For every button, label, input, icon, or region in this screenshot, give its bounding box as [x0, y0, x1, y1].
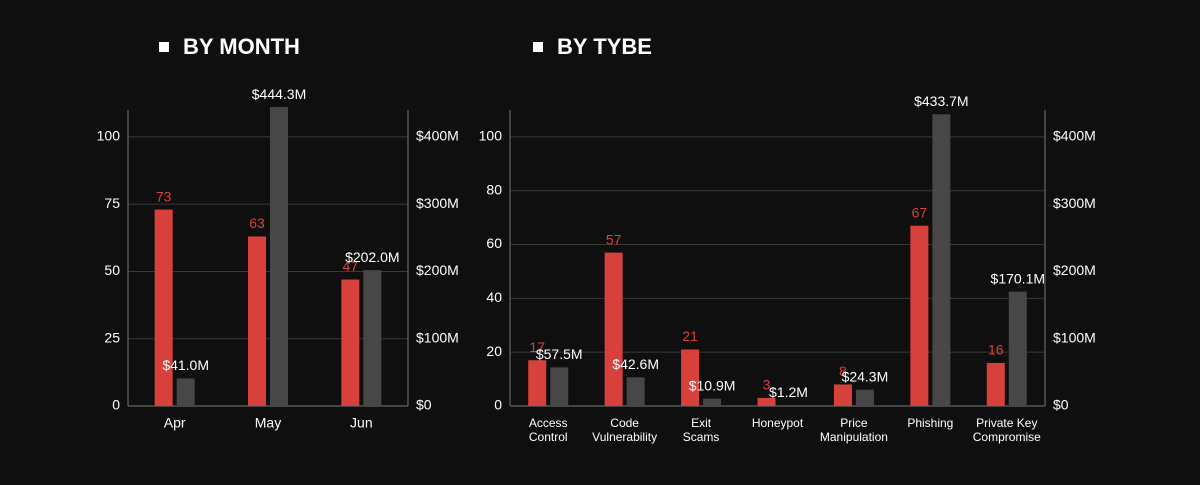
y2-tick-label: $400M [416, 128, 459, 144]
x-tick-label: May [255, 415, 281, 431]
chart-title: BY MONTH [183, 34, 300, 59]
data-label: 16 [988, 342, 1004, 358]
y2-tick-label: $200M [1053, 262, 1096, 278]
y-tick-label: 100 [479, 128, 503, 144]
x-tick-label-line: Access [529, 416, 568, 430]
y-tick-label: 80 [486, 181, 502, 197]
y-tick-label: 75 [104, 195, 120, 211]
data-label: $202.0M [345, 249, 399, 265]
data-label: 73 [156, 188, 172, 204]
y2-tick-label: $0 [416, 397, 432, 413]
x-tick-label: Phishing [907, 416, 953, 430]
y2-tick-label: $100M [1053, 329, 1096, 345]
x-tick-label: Exit Scams [683, 416, 720, 444]
x-tick-label-line: Compromise [973, 430, 1041, 444]
data-label: 63 [249, 215, 265, 231]
x-tick-label-line: Honeypot [752, 416, 804, 430]
data-label: $57.5M [536, 346, 583, 362]
data-label: $41.0M [162, 357, 209, 373]
y2-tick-label: $300M [1053, 195, 1096, 211]
y-tick-label: 60 [486, 235, 502, 251]
data-label: 47 [343, 258, 359, 274]
data-label: $170.1M [991, 270, 1045, 286]
chart-title: BY TYBE [557, 34, 652, 59]
y-tick-label: 20 [486, 343, 502, 359]
bar [176, 378, 195, 406]
bar [779, 405, 798, 406]
x-tick-label-line: Exit [691, 416, 712, 430]
x-tick-label-line: Phishing [907, 416, 953, 430]
title-bullet [159, 42, 169, 52]
y-tick-label: 0 [112, 397, 120, 413]
y-tick-label: 100 [97, 128, 121, 144]
bar [528, 360, 547, 406]
bar [855, 389, 874, 406]
bar [910, 225, 929, 406]
x-tick-label: Apr [164, 415, 186, 431]
bar [550, 367, 569, 406]
y-tick-label: 40 [486, 289, 502, 305]
x-tick-label: Private Key Compromise [973, 416, 1041, 444]
x-tick-label-line: Scams [683, 430, 720, 444]
bar [270, 107, 288, 406]
x-tick-label: Code Vulnerability [592, 416, 657, 444]
data-label: 8 [839, 363, 847, 379]
x-tick-label: Access Control [529, 416, 568, 444]
data-label: 17 [529, 339, 545, 355]
bar [154, 209, 173, 406]
bar [703, 398, 722, 406]
bar [626, 377, 645, 406]
data-label: $1.2M [769, 384, 808, 400]
data-label: 67 [912, 204, 928, 220]
bar [757, 397, 776, 406]
title-bullet [533, 42, 543, 52]
data-label: $444.3M [252, 86, 306, 102]
data-label: $24.3M [842, 368, 889, 384]
data-label: $433.7M [914, 93, 968, 109]
data-label: $10.9M [689, 377, 736, 393]
x-tick-label-line: Code [610, 416, 639, 430]
y2-tick-label: $0 [1053, 397, 1069, 413]
y2-tick-label: $100M [416, 329, 459, 345]
x-tick-label-line: Manipulation [820, 430, 888, 444]
y-tick-label: 25 [104, 329, 120, 345]
y2-tick-label: $200M [416, 262, 459, 278]
x-tick-label: Price Manipulation [820, 416, 888, 444]
bar [1008, 291, 1027, 406]
bar [604, 252, 623, 406]
x-tick-label-line: Vulnerability [592, 430, 657, 444]
y-tick-label: 50 [104, 262, 120, 278]
x-tick-label-line: Price [840, 416, 868, 430]
y2-tick-label: $400M [1053, 128, 1096, 144]
data-label: $42.6M [612, 356, 659, 372]
bar [986, 362, 1005, 406]
data-label: 57 [606, 231, 622, 247]
x-tick-label-line: Private Key [976, 416, 1037, 430]
bar [248, 236, 266, 406]
y2-tick-label: $300M [416, 195, 459, 211]
bar [833, 384, 852, 406]
x-tick-label-line: Control [529, 430, 568, 444]
bar [363, 270, 382, 406]
data-label: 21 [682, 328, 698, 344]
x-tick-label: Jun [350, 415, 373, 431]
y-tick-label: 0 [494, 397, 502, 413]
bar [932, 114, 951, 406]
data-label: 3 [763, 377, 771, 393]
bar [341, 279, 360, 406]
x-tick-label: Honeypot [752, 416, 804, 430]
bar [681, 349, 700, 406]
